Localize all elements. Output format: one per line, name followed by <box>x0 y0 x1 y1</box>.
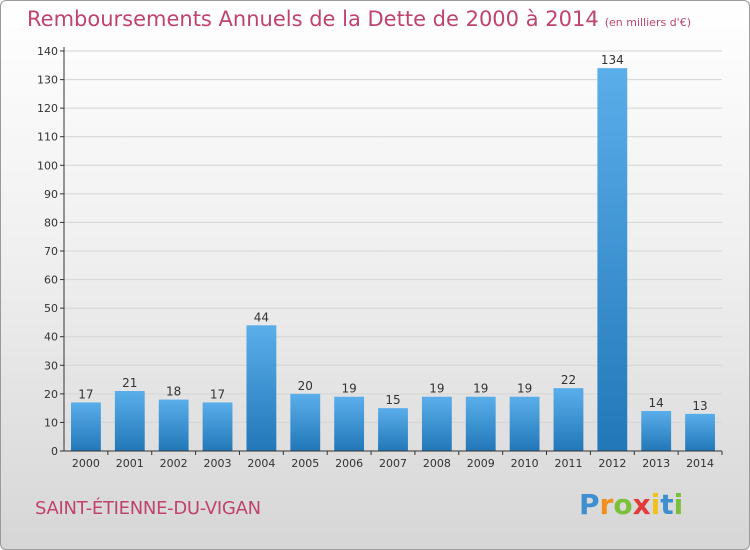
x-tick-label: 2000 <box>72 457 100 470</box>
x-tick-label: 2014 <box>686 457 714 470</box>
chart-title-text: Remboursements Annuels de la Dette de 20… <box>27 7 599 31</box>
data-label: 19 <box>517 382 532 396</box>
x-tick-label: 2009 <box>467 457 495 470</box>
data-label: 17 <box>78 387 93 401</box>
bar <box>246 325 277 451</box>
x-tick-label: 2007 <box>379 457 407 470</box>
y-tick-label: 90 <box>44 188 58 201</box>
data-label: 17 <box>210 387 225 401</box>
bar <box>509 396 540 451</box>
data-label: 20 <box>298 379 313 393</box>
bar <box>465 396 496 451</box>
bar <box>597 68 628 452</box>
bar <box>334 396 365 451</box>
logo-letter: t <box>660 488 674 521</box>
bar <box>290 393 321 451</box>
data-label: 21 <box>122 376 137 390</box>
logo-letter: i <box>650 488 661 521</box>
x-tick-label: 2008 <box>423 457 451 470</box>
x-tick-label: 2003 <box>204 457 232 470</box>
bar <box>378 408 408 451</box>
x-tick-label: 2001 <box>116 457 144 470</box>
chart-title: Remboursements Annuels de la Dette de 20… <box>27 7 691 31</box>
x-tick-label: 2002 <box>160 457 188 470</box>
y-tick-label: 40 <box>44 331 58 344</box>
logo-letter: P <box>579 488 600 521</box>
logo-letter: x <box>632 488 651 521</box>
x-tick-label: 2011 <box>554 457 582 470</box>
bar <box>114 391 145 451</box>
y-tick-label: 20 <box>44 388 58 401</box>
commune-name: SAINT-ÉTIENNE-DU-VIGAN <box>35 498 261 519</box>
y-tick-label: 50 <box>44 302 58 315</box>
y-tick-label: 130 <box>37 74 58 87</box>
proxiti-logo: Proxiti <box>579 488 683 521</box>
x-tick-label: 2010 <box>511 457 539 470</box>
y-tick-label: 30 <box>44 359 58 372</box>
x-tick-label: 2004 <box>247 457 275 470</box>
y-tick-label: 100 <box>37 159 58 172</box>
x-tick-label: 2012 <box>598 457 626 470</box>
y-tick-label: 80 <box>44 216 58 229</box>
bar <box>158 399 189 451</box>
bar <box>641 411 672 451</box>
y-tick-label: 0 <box>51 445 58 458</box>
bar <box>553 388 584 451</box>
x-tick-label: 2013 <box>642 457 670 470</box>
data-label: 19 <box>473 382 488 396</box>
y-tick-label: 10 <box>44 416 58 429</box>
y-tick-label: 60 <box>44 274 58 287</box>
y-tick-label: 120 <box>37 102 58 115</box>
logo-letter: r <box>599 488 614 521</box>
data-label: 13 <box>692 399 707 413</box>
data-label: 19 <box>341 382 356 396</box>
y-tick-label: 140 <box>37 45 58 58</box>
data-label: 22 <box>561 373 576 387</box>
x-tick-label: 2006 <box>335 457 363 470</box>
logo-letter: o <box>613 488 633 521</box>
y-tick-label: 70 <box>44 245 58 258</box>
logo-letter: i <box>673 488 684 521</box>
data-label: 44 <box>254 310 269 324</box>
bar <box>421 396 452 451</box>
bar <box>202 402 233 451</box>
chart-unit: (en milliers d'€) <box>604 16 691 29</box>
data-label: 134 <box>601 53 624 67</box>
bar <box>685 413 715 451</box>
bar <box>71 402 101 451</box>
data-label: 14 <box>649 396 664 410</box>
data-label: 18 <box>166 385 181 399</box>
data-label: 19 <box>429 382 444 396</box>
data-label: 15 <box>385 393 400 407</box>
x-tick-label: 2005 <box>291 457 319 470</box>
y-tick-label: 110 <box>37 131 58 144</box>
